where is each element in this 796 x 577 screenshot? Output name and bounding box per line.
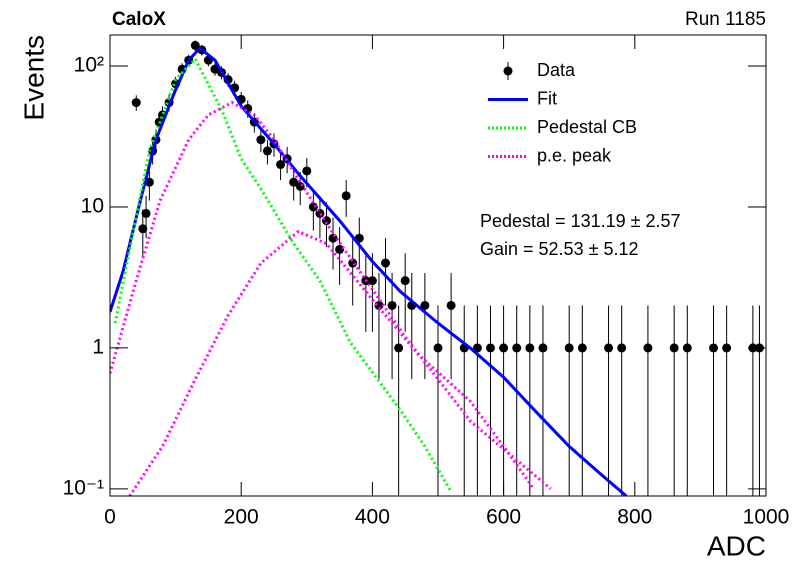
chart-title: CaloX — [112, 9, 166, 30]
x-tick-label: 200 — [224, 506, 259, 529]
y-tick-label: 10 — [81, 195, 104, 218]
data-point — [341, 191, 351, 201]
y-axis-label: Events — [18, 35, 49, 121]
data-point — [308, 202, 318, 212]
data-point — [525, 343, 535, 353]
data-point — [709, 343, 719, 353]
annotation: Pedestal = 131.19 ± 2.57 — [480, 211, 681, 231]
data-point — [348, 258, 358, 268]
annotation: Gain = 52.53 ± 5.12 — [480, 239, 639, 259]
data-point — [276, 160, 286, 170]
data-point — [190, 40, 200, 50]
x-tick-label: 0 — [104, 506, 116, 529]
y-tick-label: 10² — [74, 54, 104, 77]
legend-swatch — [503, 66, 513, 76]
data-point — [499, 343, 509, 353]
data-point — [335, 244, 345, 254]
data-point — [394, 343, 404, 353]
data-point — [538, 343, 548, 353]
data-point — [387, 300, 397, 310]
data-point — [262, 146, 272, 156]
fit-curve — [110, 100, 552, 496]
data-point — [604, 343, 614, 353]
x-axis-label: ADC — [707, 530, 766, 561]
x-tick-label: 600 — [486, 506, 521, 529]
data-point — [131, 98, 141, 108]
data-point — [420, 300, 430, 310]
data-point — [669, 343, 679, 353]
data-point — [138, 224, 148, 234]
legend-label: Fit — [537, 88, 557, 108]
data-point — [472, 343, 482, 353]
data-point — [289, 177, 299, 187]
data-point — [141, 208, 151, 218]
chart-subtitle: Run 1185 — [685, 9, 766, 30]
x-tick-label: 400 — [355, 506, 390, 529]
data-point — [256, 135, 266, 145]
data-point — [302, 166, 312, 176]
data-point — [577, 343, 587, 353]
frame — [109, 34, 767, 497]
data-point — [485, 343, 495, 353]
legend-label: p.e. peak — [537, 145, 612, 165]
data-point — [381, 258, 391, 268]
x-tick-label: 800 — [617, 506, 652, 529]
data-point — [643, 343, 653, 353]
y-tick-label: 10⁻¹ — [63, 476, 104, 499]
data-point — [617, 343, 627, 353]
data-point — [682, 343, 692, 353]
data-point — [564, 343, 574, 353]
data-point — [722, 343, 732, 353]
data-point — [328, 233, 338, 243]
plot-area — [110, 40, 764, 496]
x-tick-label: 1000 — [743, 506, 790, 529]
data-point — [433, 343, 443, 353]
legend-label: Pedestal CB — [537, 117, 637, 137]
fit-curve — [110, 46, 628, 496]
data-point — [400, 276, 410, 286]
y-tick-label: 1 — [92, 335, 104, 358]
legend-label: Data — [537, 60, 576, 80]
data-point — [512, 343, 522, 353]
data-point — [367, 276, 377, 286]
data-point — [446, 300, 456, 310]
